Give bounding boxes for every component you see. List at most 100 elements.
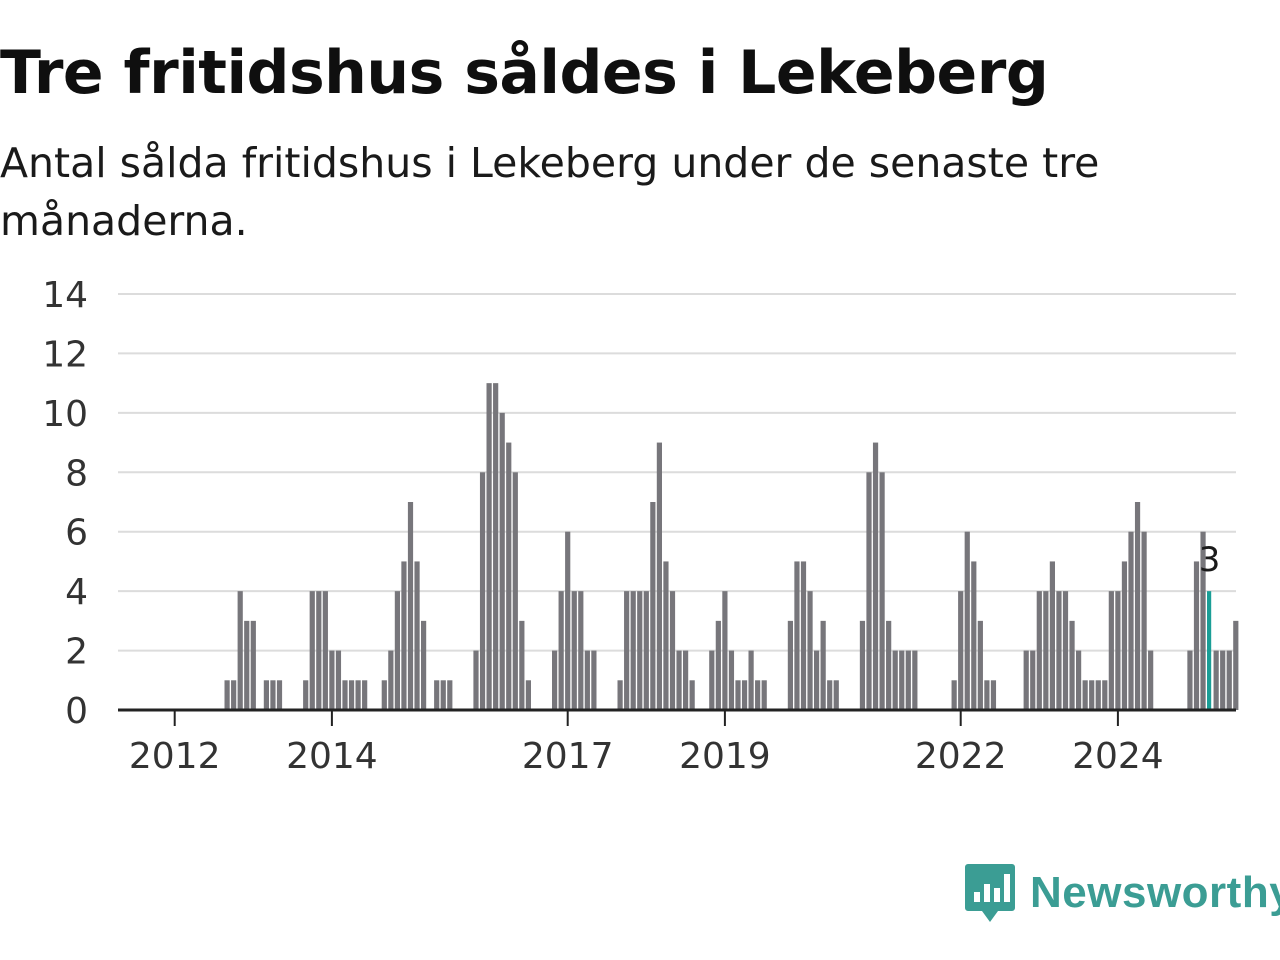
bar [709, 650, 715, 710]
bar [1213, 650, 1219, 710]
x-tick-label: 2019 [679, 736, 771, 777]
bar [224, 680, 230, 710]
bar [414, 561, 420, 710]
bar [1102, 680, 1108, 710]
bar [656, 442, 662, 710]
bar [316, 591, 322, 710]
bars [224, 383, 1239, 710]
x-tick-label: 2022 [915, 736, 1007, 777]
bar [663, 561, 669, 710]
bar [787, 620, 793, 710]
y-tick-label: 0 [65, 691, 88, 732]
chart-subtitle: Antal sålda fritidshus i Lekeberg under … [0, 139, 1100, 245]
bar [237, 591, 243, 710]
y-tick-label: 10 [42, 394, 88, 435]
bar [421, 620, 427, 710]
bar [617, 680, 623, 710]
bar [872, 442, 879, 710]
bar [814, 650, 820, 710]
y-tick-label: 2 [65, 632, 88, 673]
y-tick-label: 4 [65, 572, 88, 613]
bar [1200, 531, 1206, 710]
bar [1076, 650, 1082, 710]
bar [1134, 502, 1141, 710]
bar [362, 680, 368, 710]
bar [1115, 591, 1121, 710]
x-tick-label: 2017 [522, 736, 614, 777]
bar [486, 383, 492, 710]
bar [637, 591, 643, 710]
bar [1030, 650, 1036, 710]
bar [479, 472, 486, 710]
bar [643, 591, 649, 710]
bar [833, 680, 839, 710]
bar [1095, 680, 1101, 710]
highlight-value-label: 3 [1199, 540, 1221, 580]
bar [506, 442, 512, 710]
bar [578, 591, 584, 710]
bar [263, 680, 269, 710]
bar [892, 650, 898, 710]
bar [1220, 650, 1226, 710]
bar [1226, 650, 1232, 710]
bar [689, 680, 695, 710]
gridlines [118, 293, 1236, 652]
bar [1128, 531, 1134, 710]
bar [348, 680, 355, 710]
chart-title: Tre fritidshus såldes i Lekeberg [0, 38, 1049, 108]
bar [971, 561, 977, 710]
bar [624, 591, 630, 710]
bar [447, 680, 453, 710]
bar [565, 531, 571, 710]
bar [1089, 680, 1095, 710]
bar [1049, 561, 1055, 710]
bar [879, 472, 885, 710]
bar-chart: 0 2 4 6 8 10 12 14 2012 2014 2017 2019 2022 2024 3 [42, 275, 1239, 777]
bar [499, 412, 505, 710]
bar [270, 680, 276, 710]
bar [1056, 591, 1062, 710]
bar [512, 472, 518, 710]
bar [519, 620, 525, 710]
bar [401, 561, 407, 710]
bar [276, 680, 283, 710]
bar [303, 680, 309, 710]
bar [794, 561, 800, 710]
bar [1069, 620, 1075, 710]
bar [722, 591, 728, 710]
bar [958, 591, 964, 710]
bar [231, 680, 237, 710]
newsworthy-logo-icon [965, 864, 1015, 922]
bar [473, 650, 479, 710]
bar [866, 472, 872, 710]
bar [558, 591, 564, 710]
bar [388, 650, 394, 710]
bar [571, 591, 577, 710]
bar [755, 680, 761, 710]
bar [964, 531, 970, 710]
bar [1141, 531, 1147, 710]
bar [990, 680, 997, 710]
y-tick-label: 12 [42, 334, 88, 375]
bar [1121, 561, 1128, 710]
y-tick-label: 6 [65, 513, 88, 554]
bar-highlight [1207, 591, 1212, 710]
bar [676, 650, 682, 710]
bar [309, 591, 315, 710]
bar [984, 680, 990, 710]
bar [683, 650, 689, 710]
bar [381, 680, 387, 710]
bar [807, 591, 813, 710]
bar [1082, 680, 1088, 710]
bar [1062, 591, 1069, 710]
bar [820, 620, 826, 710]
bar [951, 680, 957, 710]
x-tick-label: 2024 [1072, 736, 1164, 777]
bar [355, 680, 361, 710]
bar [394, 591, 400, 710]
bar [493, 383, 499, 710]
brand-name: Newsworthy [1030, 868, 1280, 917]
axes: 0 2 4 6 8 10 12 14 2012 2014 2017 2019 2022 2024 3 [42, 275, 1236, 777]
bar [244, 620, 250, 710]
bar [1148, 650, 1154, 710]
